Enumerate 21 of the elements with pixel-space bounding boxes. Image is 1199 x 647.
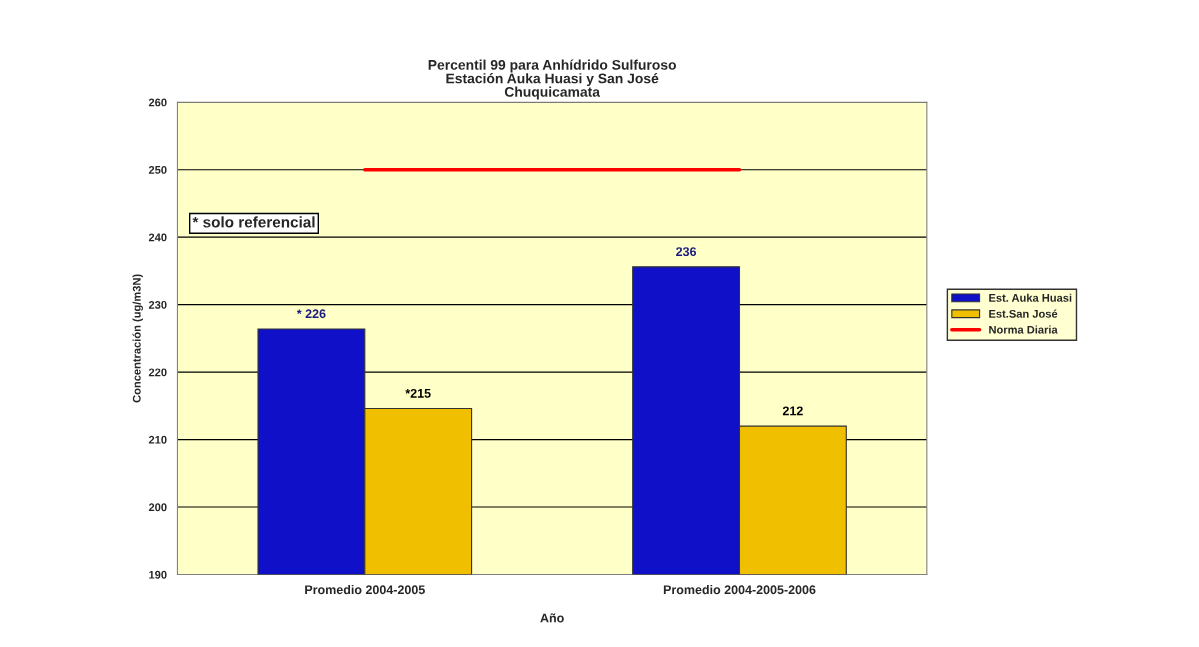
y-tick-label: 200 (148, 503, 167, 512)
x-axis-title: Año (540, 613, 564, 623)
annotation: * solo referencial (192, 216, 315, 228)
chart-title: Percentil 99 para Anhídrido Sulfuroso Estación Auka Huasi y San José Chuquicamata (428, 59, 676, 100)
data-label: 236 (676, 247, 697, 257)
legend-label: Norma Diaria (989, 325, 1058, 334)
y-tick-label: 260 (148, 98, 167, 107)
y-tick-label: 220 (148, 368, 167, 377)
y-tick-label: 210 (148, 435, 167, 444)
y-tick-label: 230 (148, 300, 167, 309)
data-label: 212 (782, 406, 803, 416)
legend-label: Est.San José (989, 309, 1058, 318)
y-axis-title: Concentración (ug/m3N) (132, 274, 143, 403)
x-tick-label: Promedio 2004-2005 (305, 584, 425, 595)
x-tick-label: Promedio 2004-2005-2006 (663, 584, 816, 595)
y-tick-label: 240 (148, 233, 167, 242)
data-label: *215 (405, 388, 431, 398)
y-tick-label: 250 (148, 165, 167, 174)
legend-label: Est. Auka Huasi (989, 293, 1072, 302)
y-tick-label: 190 (149, 570, 167, 579)
data-label: * 226 (296, 309, 326, 319)
